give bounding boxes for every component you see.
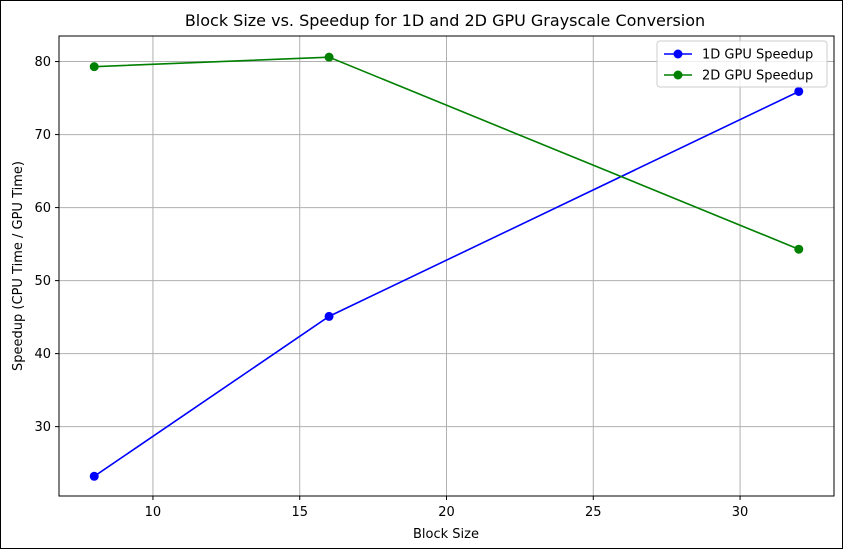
grid-lines <box>59 36 834 496</box>
x-tick-label: 30 <box>732 505 749 520</box>
y-tick-label: 60 <box>34 201 51 216</box>
x-tick-label: 10 <box>145 505 162 520</box>
data-point <box>324 311 334 321</box>
x-tick-label: 20 <box>438 505 455 520</box>
data-point <box>89 471 99 481</box>
x-tick-label: 15 <box>291 505 308 520</box>
legend-item: 2D GPU Speedup <box>664 69 813 84</box>
y-tick-label: 70 <box>34 128 51 143</box>
data-series <box>89 52 804 481</box>
series-1d-gpu-speedup <box>89 86 804 481</box>
legend-box <box>656 40 828 88</box>
data-point <box>794 86 804 96</box>
series-2d-gpu-speedup <box>89 52 804 254</box>
data-point <box>794 244 804 254</box>
y-tick-label: 80 <box>34 55 51 70</box>
y-axis-ticks: 30 40 50 60 70 80 <box>34 55 59 435</box>
chart-title: Block Size vs. Speedup for 1D and 2D GPU… <box>185 11 705 30</box>
y-axis-label: Speedup (CPU Time / GPU Time) <box>11 161 26 371</box>
x-axis-label: Block Size <box>413 527 479 542</box>
x-tick-label: 25 <box>585 505 602 520</box>
legend-label: 1D GPU Speedup <box>702 48 813 63</box>
y-tick-label: 40 <box>34 347 51 362</box>
legend-marker <box>673 49 683 59</box>
data-point <box>89 62 99 72</box>
legend-label: 2D GPU Speedup <box>702 69 813 84</box>
x-axis-ticks: 10 15 20 25 30 <box>145 496 749 520</box>
y-tick-label: 30 <box>34 420 51 435</box>
data-point <box>324 52 334 62</box>
legend-item: 1D GPU Speedup <box>664 48 813 63</box>
legend-marker <box>673 70 683 80</box>
y-tick-label: 50 <box>34 274 51 289</box>
legend: 1D GPU Speedup 2D GPU Speedup <box>656 40 828 88</box>
